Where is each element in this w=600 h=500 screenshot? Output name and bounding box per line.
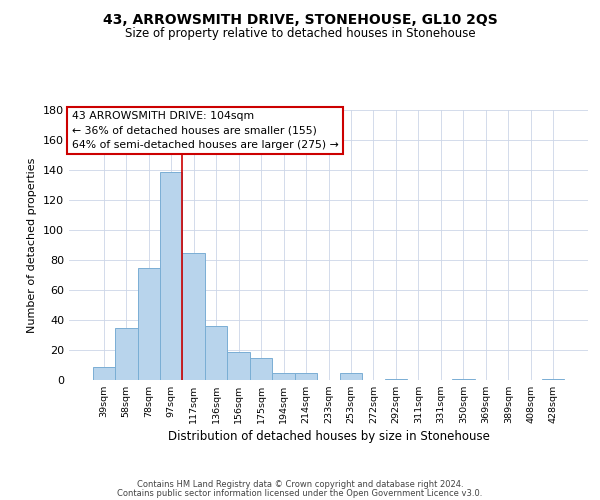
Text: 43 ARROWSMITH DRIVE: 104sqm
← 36% of detached houses are smaller (155)
64% of se: 43 ARROWSMITH DRIVE: 104sqm ← 36% of det…: [71, 112, 338, 150]
Bar: [115, 328, 137, 380]
Text: Size of property relative to detached houses in Stonehouse: Size of property relative to detached ho…: [125, 28, 475, 40]
Bar: [137, 268, 160, 380]
Bar: [272, 372, 295, 380]
Bar: [182, 252, 205, 380]
Bar: [542, 378, 565, 380]
Bar: [385, 378, 407, 380]
X-axis label: Distribution of detached houses by size in Stonehouse: Distribution of detached houses by size …: [167, 430, 490, 444]
Text: Contains public sector information licensed under the Open Government Licence v3: Contains public sector information licen…: [118, 490, 482, 498]
Bar: [340, 372, 362, 380]
Text: Contains HM Land Registry data © Crown copyright and database right 2024.: Contains HM Land Registry data © Crown c…: [137, 480, 463, 489]
Bar: [452, 378, 475, 380]
Bar: [205, 326, 227, 380]
Bar: [160, 172, 182, 380]
Text: 43, ARROWSMITH DRIVE, STONEHOUSE, GL10 2QS: 43, ARROWSMITH DRIVE, STONEHOUSE, GL10 2…: [103, 12, 497, 26]
Bar: [227, 352, 250, 380]
Y-axis label: Number of detached properties: Number of detached properties: [28, 158, 37, 332]
Bar: [250, 358, 272, 380]
Bar: [92, 366, 115, 380]
Bar: [295, 372, 317, 380]
